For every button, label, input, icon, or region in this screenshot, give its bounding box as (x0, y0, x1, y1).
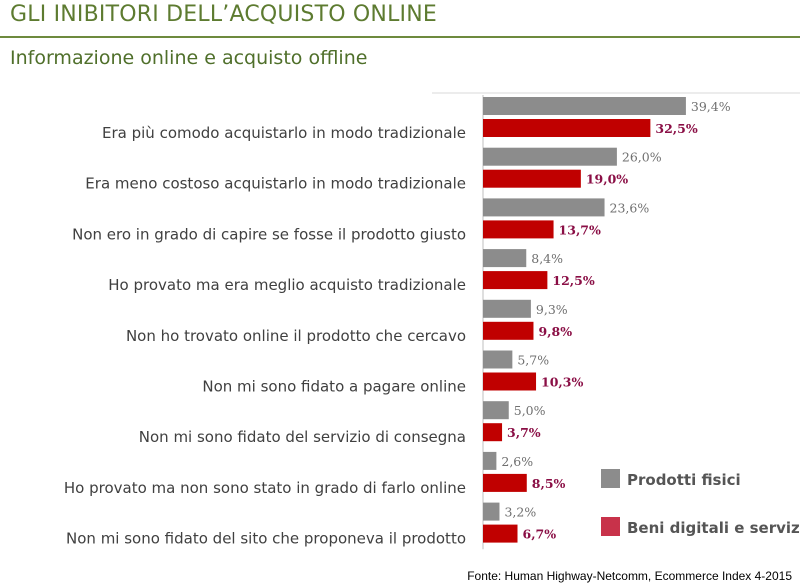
value-label-prodotti-fisici: 23,6% (610, 200, 650, 215)
legend-swatch-beni-digitali (601, 517, 620, 536)
value-label-prodotti-fisici: 26,0% (622, 150, 662, 165)
category-label: Non ho trovato online il prodotto che ce… (126, 327, 466, 345)
bar-prodotti-fisici (483, 401, 509, 420)
bar-prodotti-fisici (483, 299, 531, 318)
category-label: Non mi sono fidato del servizio di conse… (139, 428, 466, 446)
value-label-prodotti-fisici: 39,4% (691, 99, 731, 114)
value-label-beni-digitali: 10,3% (541, 375, 583, 390)
value-label-prodotti-fisici: 5,0% (514, 403, 546, 418)
bar-beni-digitali (483, 423, 503, 442)
value-label-prodotti-fisici: 2,6% (501, 454, 533, 469)
bar-beni-digitali (483, 169, 581, 188)
category-label: Ho provato ma era meglio acquisto tradiz… (108, 276, 466, 294)
category-label: Non mi sono fidato del sito che proponev… (66, 530, 466, 548)
value-label-prodotti-fisici: 5,7% (517, 353, 549, 368)
page-title: GLI INIBITORI DELL’ACQUISTO ONLINE (10, 2, 437, 27)
bar-prodotti-fisici (483, 502, 500, 521)
legend-swatch-prodotti-fisici (601, 469, 620, 488)
bar-prodotti-fisici (483, 249, 527, 268)
bar-prodotti-fisici (483, 451, 497, 470)
value-label-beni-digitali: 3,7% (507, 425, 541, 440)
value-label-beni-digitali: 9,8% (538, 324, 572, 339)
value-label-prodotti-fisici: 8,4% (531, 251, 563, 266)
page-subtitle: Informazione online e acquisto offline (10, 47, 368, 69)
bar-prodotti-fisici (483, 350, 513, 369)
legend-label-prodotti-fisici: Prodotti fisici (627, 471, 741, 489)
bar-beni-digitali (483, 220, 554, 239)
value-label-beni-digitali: 13,7% (559, 222, 601, 237)
source-note: Fonte: Human Highway-Netcomm, Ecommerce … (467, 569, 792, 583)
bar-beni-digitali (483, 524, 518, 543)
legend-label-beni-digitali: Beni digitali e servizi (627, 519, 800, 537)
bar-beni-digitali (483, 372, 537, 391)
bar-prodotti-fisici (483, 147, 617, 166)
bar-prodotti-fisici (483, 97, 686, 115)
value-label-beni-digitali: 32,5% (655, 121, 697, 136)
category-label: Era meno costoso acquistarlo in modo tra… (85, 175, 466, 193)
value-label-beni-digitali: 12,5% (552, 273, 594, 288)
value-label-beni-digitali: 19,0% (586, 172, 628, 187)
title-divider (0, 36, 800, 38)
bar-beni-digitali (483, 473, 527, 492)
bar-beni-digitali (483, 119, 651, 137)
category-label: Ho provato ma non sono stato in grado di… (64, 479, 466, 497)
bar-beni-digitali (483, 271, 548, 290)
value-label-prodotti-fisici: 3,2% (504, 505, 536, 520)
value-label-prodotti-fisici: 9,3% (536, 302, 568, 317)
value-label-beni-digitali: 8,5% (532, 476, 566, 491)
bar-prodotti-fisici (483, 198, 605, 217)
category-label: Non ero in grado di capire se fosse il p… (72, 225, 466, 243)
value-label-beni-digitali: 6,7% (523, 527, 557, 542)
category-label: Era più comodo acquistarlo in modo tradi… (102, 124, 466, 142)
category-label: Non mi sono fidato a pagare online (202, 378, 466, 396)
bar-beni-digitali (483, 321, 534, 340)
